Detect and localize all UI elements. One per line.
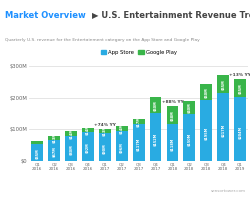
Text: $58M: $58M bbox=[170, 110, 174, 121]
Text: $217M: $217M bbox=[220, 124, 224, 137]
Bar bbox=[200, 84, 211, 100]
Text: $152M: $152M bbox=[153, 133, 157, 146]
Bar bbox=[82, 132, 94, 161]
Text: ▶ U.S. Entertainment Revenue Trends: ▶ U.S. Entertainment Revenue Trends bbox=[91, 10, 250, 20]
Bar bbox=[166, 124, 178, 161]
Bar bbox=[216, 93, 228, 161]
Text: Ⓢ SensorTower  Data That Drives App Growth: Ⓢ SensorTower Data That Drives App Growt… bbox=[8, 189, 105, 193]
Text: $117M: $117M bbox=[136, 138, 140, 151]
Bar bbox=[65, 136, 77, 161]
Text: $13M: $13M bbox=[102, 125, 106, 136]
Text: $118M: $118M bbox=[170, 138, 174, 151]
Text: Market Overview: Market Overview bbox=[5, 10, 86, 20]
Legend: App Store, Google Play: App Store, Google Play bbox=[98, 48, 178, 57]
Text: $195M: $195M bbox=[204, 127, 208, 140]
Text: sensortower.com: sensortower.com bbox=[210, 189, 245, 193]
Text: $55M: $55M bbox=[237, 84, 241, 94]
Text: $96M: $96M bbox=[119, 142, 123, 153]
Text: $40M: $40M bbox=[186, 103, 190, 113]
Text: +88% YY: +88% YY bbox=[161, 100, 182, 104]
Bar bbox=[98, 129, 110, 133]
Bar bbox=[132, 124, 144, 161]
Bar bbox=[183, 101, 194, 114]
Bar bbox=[82, 128, 94, 132]
Bar bbox=[116, 126, 127, 131]
Text: $14M: $14M bbox=[69, 128, 73, 139]
Text: $14M: $14M bbox=[86, 125, 90, 135]
Text: $92M: $92M bbox=[86, 143, 90, 153]
Bar bbox=[216, 75, 228, 93]
Text: $150M: $150M bbox=[186, 133, 190, 146]
Bar bbox=[132, 119, 144, 124]
Bar bbox=[233, 97, 245, 161]
Text: $204M: $204M bbox=[237, 126, 241, 139]
Text: $50M: $50M bbox=[204, 87, 208, 98]
Bar bbox=[149, 113, 161, 161]
Text: Quarterly U.S. revenue for the Entertainment category on the App Store and Googl: Quarterly U.S. revenue for the Entertain… bbox=[5, 38, 199, 43]
Bar bbox=[98, 133, 110, 161]
Text: +74% YY: +74% YY bbox=[94, 123, 115, 127]
Bar bbox=[48, 136, 60, 140]
Text: $14M: $14M bbox=[119, 123, 123, 134]
Text: $13M: $13M bbox=[52, 133, 56, 143]
Bar bbox=[149, 97, 161, 113]
Text: $67M: $67M bbox=[52, 146, 56, 157]
Text: $17M: $17M bbox=[136, 116, 140, 127]
Bar bbox=[116, 131, 127, 161]
Bar bbox=[48, 140, 60, 161]
Text: $55M: $55M bbox=[35, 148, 39, 159]
Text: $55M: $55M bbox=[220, 79, 224, 90]
Bar bbox=[166, 106, 178, 124]
Bar bbox=[65, 131, 77, 136]
Text: $50M: $50M bbox=[153, 101, 157, 111]
Text: +13% YY: +13% YY bbox=[228, 73, 250, 77]
Text: $80M: $80M bbox=[69, 144, 73, 155]
Bar bbox=[233, 79, 245, 97]
Bar bbox=[200, 100, 211, 161]
Bar bbox=[31, 141, 43, 144]
Bar bbox=[183, 114, 194, 161]
Bar bbox=[31, 144, 43, 161]
Text: $90M: $90M bbox=[102, 143, 106, 154]
